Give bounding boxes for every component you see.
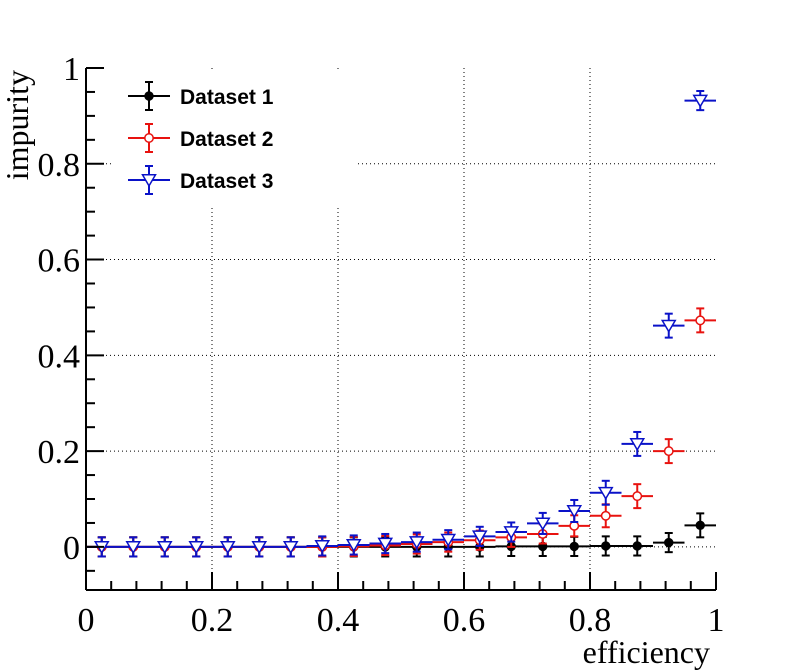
point-marker bbox=[663, 446, 674, 457]
legend-label: Dataset 3 bbox=[180, 170, 273, 193]
point-marker bbox=[219, 540, 236, 555]
y-axis-title: impurity bbox=[0, 70, 35, 180]
point-marker bbox=[660, 319, 677, 333]
data-point bbox=[684, 89, 716, 112]
data-point bbox=[149, 536, 181, 558]
data-point bbox=[590, 503, 622, 529]
point-marker bbox=[125, 540, 142, 555]
point-marker bbox=[695, 315, 706, 326]
legend-entry: Dataset 2 bbox=[128, 123, 273, 153]
data-point bbox=[464, 525, 496, 547]
point-marker bbox=[566, 505, 583, 519]
y-tick-label: 0.4 bbox=[38, 338, 81, 375]
x-tick-label: 0.4 bbox=[317, 602, 360, 639]
point-marker bbox=[251, 540, 268, 555]
data-point bbox=[212, 536, 244, 558]
legend-entry: Dataset 3 bbox=[128, 165, 273, 195]
data-point bbox=[653, 438, 685, 465]
point-marker bbox=[188, 540, 205, 555]
x-tick-label: 0.6 bbox=[443, 602, 486, 639]
legend-label: Dataset 1 bbox=[180, 86, 274, 109]
point-marker bbox=[629, 437, 646, 452]
y-tick-label: 0.2 bbox=[38, 434, 81, 471]
data-point bbox=[653, 532, 685, 554]
data-point bbox=[117, 536, 149, 558]
point-marker bbox=[664, 537, 674, 548]
legend-label: Dataset 2 bbox=[180, 128, 273, 151]
point-marker bbox=[282, 540, 299, 555]
series-3 bbox=[86, 89, 716, 558]
point-marker bbox=[569, 541, 579, 552]
point-marker bbox=[600, 510, 611, 521]
point-marker bbox=[144, 91, 154, 101]
data-point bbox=[338, 534, 370, 556]
data-point bbox=[590, 535, 622, 557]
point-marker bbox=[314, 539, 331, 554]
x-tick-label: 0.2 bbox=[191, 602, 234, 639]
point-marker bbox=[597, 486, 614, 501]
axes: 0 0.2 0.4 0.6 0.8 1 0 0.2 0.4 0.6 0.8 1 bbox=[38, 51, 725, 639]
data-point bbox=[275, 536, 307, 558]
data-point bbox=[621, 483, 653, 510]
data-point bbox=[432, 529, 464, 551]
x-tick-label: 0.8 bbox=[569, 602, 612, 639]
point-marker bbox=[141, 174, 157, 188]
point-marker bbox=[144, 133, 154, 143]
point-marker bbox=[632, 541, 642, 551]
legend: Dataset 1 Dataset 2 Dataset 3 bbox=[128, 81, 274, 195]
y-tick-label: 0 bbox=[63, 530, 80, 567]
x-tick-label: 1 bbox=[708, 602, 725, 639]
data-point bbox=[369, 532, 401, 555]
y-tick-label: 0.6 bbox=[38, 243, 81, 280]
x-tick-label: 0 bbox=[78, 602, 95, 639]
point-marker bbox=[156, 540, 173, 555]
data-point bbox=[621, 535, 653, 557]
data-series bbox=[86, 89, 716, 558]
point-marker bbox=[601, 541, 611, 551]
point-marker bbox=[695, 520, 705, 531]
point-marker bbox=[440, 533, 457, 548]
data-point bbox=[401, 531, 433, 553]
data-point bbox=[653, 312, 685, 339]
point-marker bbox=[408, 536, 425, 550]
x-axis-title: efficiency bbox=[583, 634, 710, 670]
data-point bbox=[621, 430, 653, 457]
data-point bbox=[495, 521, 527, 543]
data-point bbox=[306, 535, 338, 557]
data-point bbox=[180, 536, 212, 558]
point-marker bbox=[692, 94, 709, 108]
data-point bbox=[684, 512, 716, 539]
point-marker bbox=[503, 526, 520, 540]
point-marker bbox=[345, 539, 362, 553]
data-point bbox=[684, 307, 716, 334]
point-marker bbox=[632, 491, 643, 502]
point-marker bbox=[471, 530, 488, 544]
data-point bbox=[243, 536, 275, 558]
data-point bbox=[590, 479, 622, 506]
legend-entry: Dataset 1 bbox=[128, 81, 274, 111]
y-tick-label: 1 bbox=[63, 51, 80, 88]
data-point bbox=[527, 511, 559, 535]
point-marker bbox=[534, 517, 551, 531]
y-tick-label: 0.8 bbox=[38, 147, 81, 184]
point-marker bbox=[377, 537, 394, 551]
data-point bbox=[558, 498, 590, 523]
